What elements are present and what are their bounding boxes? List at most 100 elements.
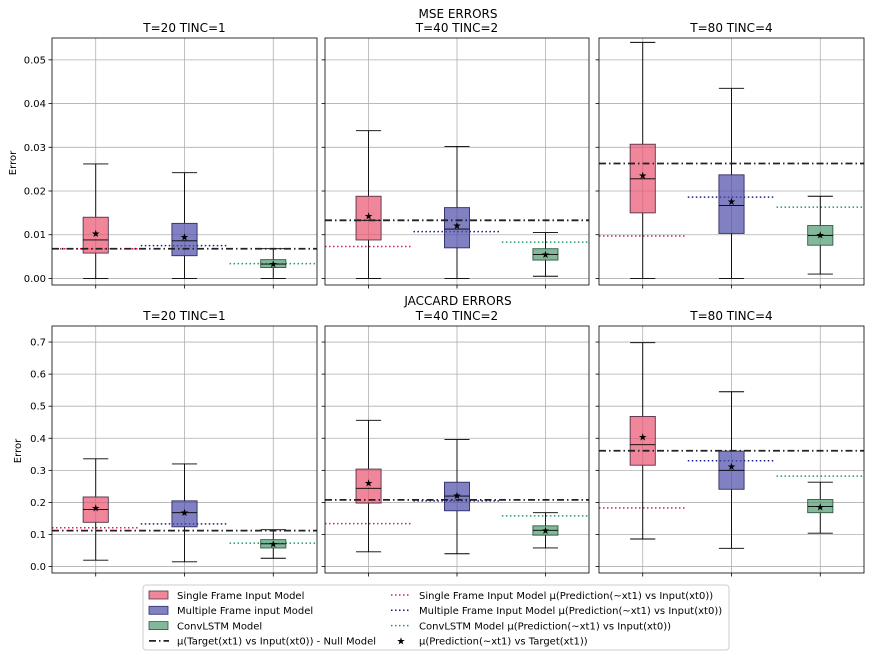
legend-item: Single Frame Input Model: [148, 590, 304, 602]
mean-star: ★: [816, 502, 825, 513]
y-tick-label: 0.7: [30, 338, 46, 349]
subplot-2: ★ ★ ★ T=40 TINC=2: [321, 21, 590, 289]
legend-label: ConvLSTM Model: [177, 621, 262, 632]
box-2: [444, 439, 470, 555]
y-tick-label: 0.5: [30, 402, 46, 413]
ylabel-jaccard: Error: [13, 438, 24, 463]
legend-label: μ(Prediction(~xt1) vs Target(xt1)): [419, 637, 588, 648]
subplot-3: ★ ★ ★ T=80 TINC=4: [595, 21, 865, 289]
legend-frame: [142, 584, 730, 651]
axes-frame: [324, 325, 590, 574]
subplot-title: T=20 TINC=1: [142, 309, 225, 323]
legend-item: Multiple Frame input Model: [148, 605, 313, 617]
box-1: [355, 130, 382, 279]
data-layer: ★ ★ ★: [325, 419, 589, 555]
legend-label: Multiple Frame input Model: [177, 606, 313, 617]
suptitle-mse: MSE ERRORS: [418, 7, 497, 21]
y-tick-label: 0.03: [24, 143, 46, 154]
legend-item: ConvLSTM Model: [148, 621, 262, 632]
subplot-title: T=40 TINC=2: [415, 309, 498, 323]
mean-star: ★: [91, 504, 100, 515]
legend-label: Single Frame Input Model μ(Prediction(~x…: [419, 591, 713, 602]
y-tick-label: 0.02: [24, 187, 46, 198]
legend: Single Frame Input Model Multiple Frame i…: [142, 584, 730, 651]
y-tick-label: 0.04: [24, 99, 46, 110]
mean-star: ★: [453, 491, 462, 502]
legend-item: ConvLSTM Model μ(Prediction(~xt1) vs Inp…: [391, 621, 671, 632]
box-1: [355, 419, 382, 553]
mean-star: ★: [453, 221, 462, 232]
subplot-title: T=20 TINC=1: [142, 21, 225, 35]
legend-swatch: ★: [397, 637, 406, 648]
subplot-1: 0.00 0.01 0.02 0.03 0.04 0.05 ★ ★ ★ T=20 TINC=1: [24, 21, 318, 289]
data-layer: ★ ★ ★: [52, 458, 317, 563]
mean-star: ★: [727, 462, 736, 473]
legend-label: Single Frame Input Model: [177, 591, 304, 602]
box-2: [171, 172, 198, 279]
y-tick-label: 0.2: [30, 498, 46, 509]
box-iqr: [807, 499, 834, 514]
legend-swatch: [148, 621, 169, 630]
subplots: 0.000.010.020.030.040.05★ ★★T=20 TINC=1★★…: [24, 21, 865, 577]
data-layer: ★ ★ ★: [599, 41, 864, 279]
subplot-5: ★ ★ ★ T=40 TINC=2: [321, 309, 590, 577]
mean-star: ★: [269, 540, 278, 551]
box-1: [629, 342, 656, 540]
legend-item: Single Frame Input Model μ(Prediction(~x…: [391, 591, 713, 602]
box-1: [82, 163, 109, 279]
box-3: [807, 481, 834, 534]
mean-star: ★: [180, 508, 189, 519]
box-iqr: [444, 481, 470, 512]
legend-swatch: [148, 605, 169, 615]
data-layer: ★ ★ ★: [599, 342, 864, 549]
axes-frame: [51, 37, 318, 286]
y-tick-label: 0.00: [24, 274, 46, 285]
mean-star: ★: [269, 259, 278, 270]
mean-star: ★: [638, 432, 647, 443]
subplot-title: T=80 TINC=4: [689, 21, 772, 35]
mean-star: ★: [180, 233, 189, 244]
box-3: [532, 232, 559, 277]
y-tick-label: 0.3: [30, 466, 46, 477]
subplot-title: T=80 TINC=4: [689, 309, 772, 323]
subplot-title: T=40 TINC=2: [415, 21, 498, 35]
y-tick-label: 0.0: [30, 562, 46, 573]
box-iqr: [444, 207, 470, 249]
box-1: [629, 41, 656, 279]
y-tick-label: 0.1: [30, 530, 46, 541]
box-3: [260, 529, 287, 559]
box-1: [82, 458, 109, 561]
mean-star: ★: [541, 250, 550, 261]
box-iqr: [355, 468, 382, 504]
suptitle-jaccard: JACCARD ERRORS: [403, 294, 511, 308]
mean-star: ★: [364, 479, 373, 490]
subplot-6: ★ ★ ★ T=80 TINC=4: [595, 309, 865, 577]
legend-item: ★ μ(Prediction(~xt1) vs Target(xt1)): [397, 637, 588, 648]
box-2: [444, 145, 470, 279]
y-tick-label: 0.6: [30, 370, 46, 381]
box-2: [171, 463, 198, 563]
legend-item: Multiple Frame Input Model μ(Prediction(…: [391, 606, 722, 617]
axes-frame: [598, 325, 865, 574]
mean-star: ★: [364, 212, 373, 223]
box-3: [807, 195, 834, 275]
axes-frame: [598, 37, 865, 286]
y-tick-label: 0.01: [24, 230, 46, 241]
y-tick-label: 0.05: [24, 55, 46, 66]
mean-star: ★: [816, 231, 825, 242]
mean-star: ★: [727, 197, 736, 208]
legend-swatch: [148, 590, 169, 600]
subplot-4: 0.0 0.1 0.2 0.3 0.4 0.5 0.6 0.7 ★ ★ ★ T=20 TINC=1: [30, 309, 318, 577]
legend-label: Multiple Frame Input Model μ(Prediction(…: [419, 606, 722, 617]
y-tick-label: 0.4: [30, 434, 46, 445]
mean-star: ★: [541, 526, 550, 537]
box-2: [718, 87, 745, 279]
data-layer: ★ ★ ★: [325, 130, 589, 279]
box-iqr: [82, 216, 109, 254]
axes-frame: [324, 37, 590, 286]
ylabel-mse: Error: [8, 150, 19, 175]
box-3: [532, 512, 559, 549]
box-iqr: [718, 174, 745, 234]
box-iqr: [171, 222, 198, 257]
